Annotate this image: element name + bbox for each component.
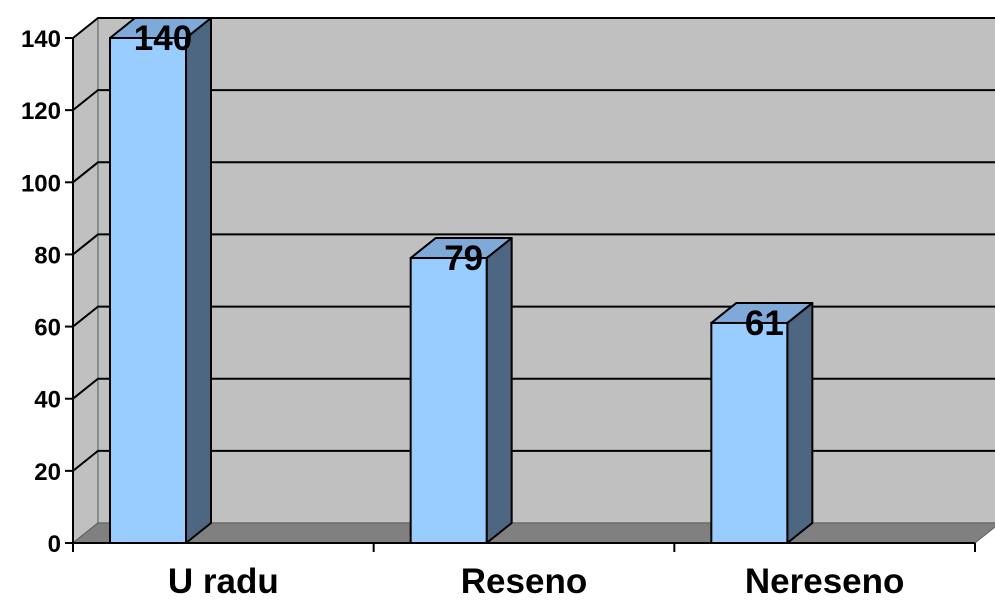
bar-1: [409, 257, 488, 544]
plot-side-wall: [72, 16, 99, 545]
bar-side-2: [786, 301, 814, 544]
bar-0: [109, 37, 187, 544]
gridline-80: [72, 233, 995, 256]
gridline-140: [72, 17, 995, 39]
axes: 0 20 40 60 80 100 120 140: [21, 26, 976, 558]
x-tick-label-2: Nereseno: [745, 562, 905, 601]
plot-back-wall: [97, 17, 995, 524]
plot-walls: [71, 16, 995, 545]
y-tick-label-80: 80: [34, 242, 61, 269]
data-label-0: 140: [134, 19, 192, 58]
gridlines: [72, 17, 995, 472]
gridline-60: [72, 305, 995, 328]
y-tick-label-140: 140: [21, 26, 61, 53]
gridline-120: [72, 89, 995, 111]
bar-2: [710, 321, 789, 545]
gridline-20: [72, 449, 995, 472]
bar-side-0: [185, 17, 212, 544]
labels: 140 U radu 79 Reseno 61 Nereseno: [134, 19, 905, 601]
x-tick-label-1: Reseno: [461, 562, 587, 601]
y-tick-label-100: 100: [21, 170, 61, 197]
y-tick-label-0: 0: [48, 531, 61, 558]
data-label-2: 61: [745, 304, 784, 343]
bar-side-1: [485, 237, 513, 544]
y-tick-label-20: 20: [34, 459, 61, 486]
y-tick-label-120: 120: [21, 98, 61, 125]
y-tick-label-40: 40: [34, 387, 61, 414]
plot-floor: [71, 522, 995, 544]
gridline-100: [72, 161, 995, 184]
data-label-1: 79: [444, 239, 483, 278]
bars: [109, 17, 814, 545]
gridline-40: [72, 377, 995, 400]
x-tick-label-0: U radu: [168, 562, 279, 601]
y-tick-label-60: 60: [34, 315, 61, 342]
